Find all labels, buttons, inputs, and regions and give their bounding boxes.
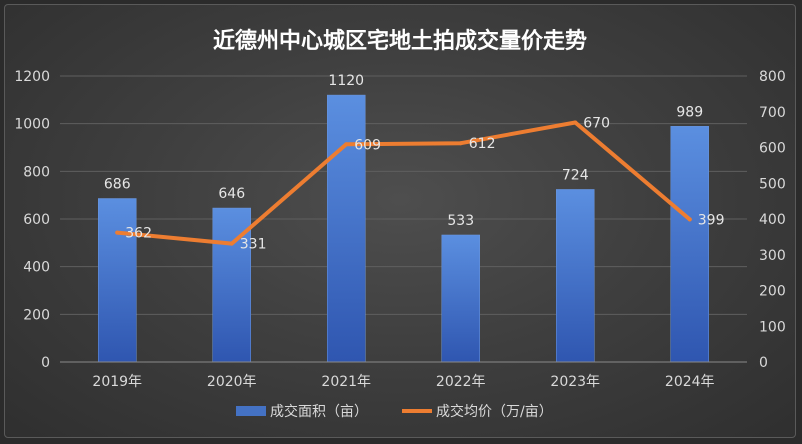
line-value-label: 362 xyxy=(125,226,152,242)
bar xyxy=(441,234,480,363)
bar-value-label: 1120 xyxy=(328,73,364,89)
y-left-tick-label: 800 xyxy=(23,164,50,180)
x-tick-label: 2024年 xyxy=(665,374,715,390)
y-left-tick-label: 0 xyxy=(41,355,50,371)
line-point xyxy=(229,241,234,246)
y-right-tick-label: 500 xyxy=(759,176,786,192)
y-right-tick-label: 700 xyxy=(759,105,786,121)
legend-label-area: 成交面积（亩） xyxy=(270,403,368,420)
gridlines xyxy=(60,75,747,363)
y-left-tick-label: 1000 xyxy=(14,117,50,133)
bar xyxy=(556,189,595,363)
y-left-tick-label: 600 xyxy=(23,212,50,228)
line-value-label: 670 xyxy=(583,115,610,131)
line-value-label: 399 xyxy=(698,212,725,228)
line-value-label: 331 xyxy=(240,237,267,253)
bar xyxy=(327,94,366,363)
y-right-tick-label: 800 xyxy=(759,69,786,85)
y-right-tick-label: 600 xyxy=(759,141,786,157)
legend-swatch-bar xyxy=(236,406,266,416)
chart-svg: 近德州中心城区宅地土拍成交量价走势 686 646 1120 533 724 989 36… xyxy=(14,28,785,420)
x-tick-label: 2019年 xyxy=(92,374,142,390)
bar-value-label: 646 xyxy=(218,186,245,202)
axes: 0 200 400 600 800 1000 1200 0 100 200 300 400 500 600… xyxy=(14,69,785,390)
bar xyxy=(98,198,137,363)
bar-value-label: 686 xyxy=(104,177,131,193)
line-point xyxy=(573,120,578,125)
line-point xyxy=(115,230,120,235)
y-left-tick-label: 400 xyxy=(23,260,50,276)
y-right-tick-label: 0 xyxy=(759,355,768,371)
x-tick-label: 2023年 xyxy=(550,374,600,390)
legend: 成交面积（亩） 成交均价（万/亩） xyxy=(236,403,553,420)
line-value-label: 609 xyxy=(354,137,381,153)
x-tick-label: 2020年 xyxy=(207,374,257,390)
bar-value-label: 989 xyxy=(676,104,703,120)
y-left-tick-label: 200 xyxy=(23,307,50,323)
x-tick-label: 2022年 xyxy=(436,374,486,390)
line-series: 362 331 609 612 670 399 xyxy=(115,115,725,253)
line-point xyxy=(458,141,463,146)
legend-label-price: 成交均价（万/亩） xyxy=(436,403,553,420)
chart-frame: 近德州中心城区宅地土拍成交量价走势 686 646 1120 533 724 989 36… xyxy=(4,4,796,438)
bar xyxy=(670,126,709,363)
x-tick-label: 2021年 xyxy=(321,374,371,390)
y-right-tick-label: 300 xyxy=(759,248,786,264)
bar-value-label: 533 xyxy=(447,213,474,229)
bar-series: 686 646 1120 533 724 989 xyxy=(98,73,709,363)
bar-value-label: 724 xyxy=(562,167,589,183)
line-value-label: 612 xyxy=(469,136,496,152)
chart-title: 近德州中心城区宅地土拍成交量价走势 xyxy=(213,28,587,54)
y-left-tick-label: 1200 xyxy=(14,69,50,85)
y-right-tick-label: 400 xyxy=(759,212,786,228)
y-right-tick-label: 100 xyxy=(759,319,786,335)
price-line xyxy=(115,120,692,246)
y-right-tick-label: 200 xyxy=(759,284,786,300)
line-point xyxy=(687,217,692,222)
line-point xyxy=(344,142,349,147)
